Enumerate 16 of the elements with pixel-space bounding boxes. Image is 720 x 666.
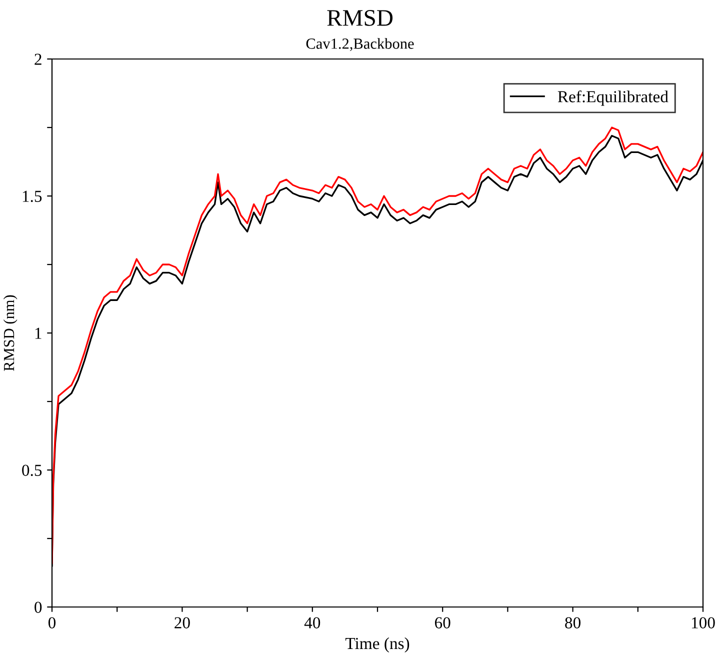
x-tick-label: 80 (565, 617, 580, 628)
y-tick-label: 2 (34, 54, 42, 65)
x-axis-title: Time (ns) (345, 637, 410, 653)
chart-title: RMSD (327, 10, 393, 26)
x-tick-label: 0 (48, 617, 56, 628)
y-tick-label: 1.5 (22, 190, 42, 202)
legend-label: Ref:Equilibrated (558, 90, 668, 106)
chart-subtitle: Cav1.2,Backbone (306, 38, 414, 52)
y-tick-label: 0.5 (22, 464, 42, 476)
x-tick-label: 40 (304, 617, 320, 628)
y-tick-label: 1 (35, 328, 42, 339)
x-tick-label: 20 (174, 617, 190, 628)
x-tick-label: 100 (692, 617, 715, 628)
x-tick-label: 60 (434, 617, 450, 628)
y-axis-title: RMSD (nm) (3, 295, 18, 371)
y-tick-label: 0 (34, 602, 42, 613)
